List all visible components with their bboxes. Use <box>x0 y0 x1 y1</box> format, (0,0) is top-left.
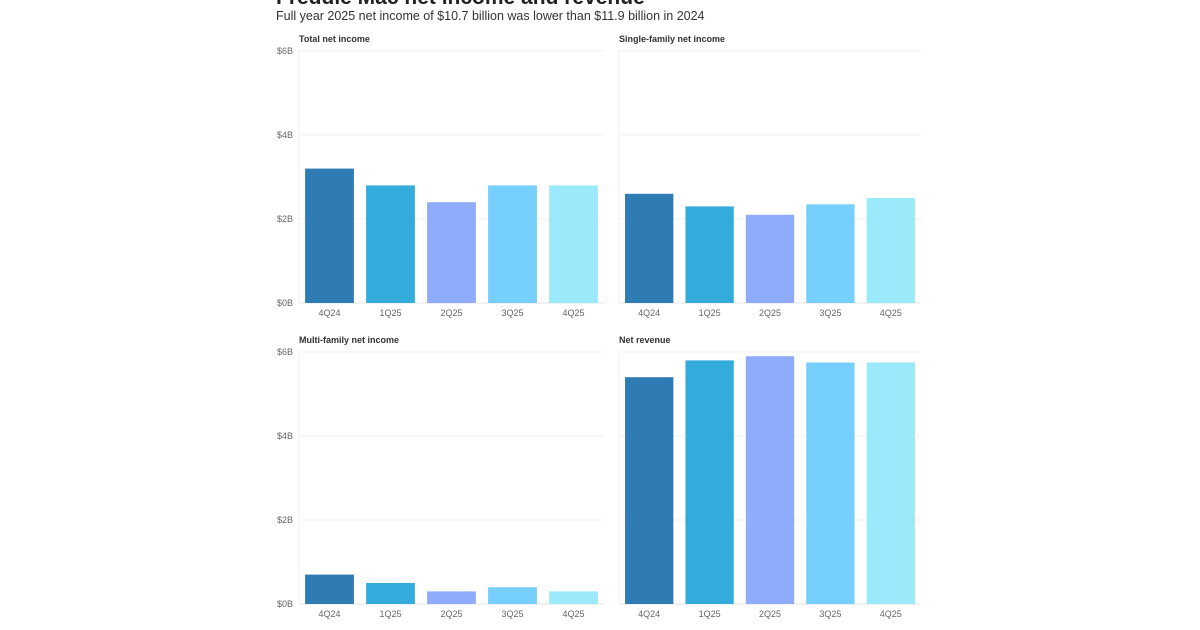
y-tick-label: $2B <box>277 515 293 525</box>
x-tick-label: 3Q25 <box>501 609 523 619</box>
bar-3q25 <box>488 587 537 604</box>
bar-4q25 <box>866 362 915 604</box>
bar-2q25 <box>427 202 476 303</box>
y-tick-label: $0B <box>277 599 293 609</box>
bar-4q25 <box>549 185 598 303</box>
y-tick-label: $0B <box>277 298 293 308</box>
bar-3q25 <box>488 185 537 303</box>
bar-4q24 <box>625 377 674 604</box>
x-tick-label: 3Q25 <box>819 609 841 619</box>
bar-4q24 <box>305 168 354 303</box>
y-tick-label: $4B <box>277 431 293 441</box>
panel-title-multi-family: Multi-family net income <box>299 335 400 345</box>
x-tick-label: 2Q25 <box>759 308 781 318</box>
x-tick-label: 4Q25 <box>562 308 584 318</box>
x-tick-label: 4Q25 <box>562 609 584 619</box>
bar-2q25 <box>745 356 795 604</box>
bar-2q25 <box>427 591 476 604</box>
bar-4q25 <box>866 198 915 303</box>
bar-1q25 <box>685 360 734 604</box>
x-tick-label: 4Q24 <box>318 308 340 318</box>
y-tick-label: $6B <box>277 46 293 56</box>
x-tick-label: 2Q25 <box>440 609 462 619</box>
x-tick-label: 1Q25 <box>379 308 401 318</box>
bar-4q25 <box>549 591 598 604</box>
x-tick-label: 4Q24 <box>318 609 340 619</box>
bar-1q25 <box>366 185 415 303</box>
y-tick-label: $2B <box>277 214 293 224</box>
x-tick-label: 3Q25 <box>819 308 841 318</box>
x-tick-label: 3Q25 <box>501 308 523 318</box>
x-tick-label: 4Q25 <box>880 308 902 318</box>
panel-title-net-revenue: Net revenue <box>619 335 671 345</box>
bar-4q24 <box>625 193 674 303</box>
x-tick-label: 4Q24 <box>638 308 660 318</box>
y-tick-label: $4B <box>277 130 293 140</box>
bar-1q25 <box>366 583 415 604</box>
bar-1q25 <box>685 206 734 303</box>
panel-title-single-family: Single-family net income <box>619 34 726 44</box>
x-tick-label: 2Q25 <box>759 609 781 619</box>
bar-3q25 <box>806 204 855 303</box>
panel-title-total-net-income: Total net income <box>299 34 370 44</box>
bar-3q25 <box>806 362 855 604</box>
x-tick-label: 1Q25 <box>379 609 401 619</box>
bar-4q24 <box>305 574 354 604</box>
x-tick-label: 4Q24 <box>638 609 660 619</box>
chart-title: Freddie Mac net income and revenue <box>276 0 645 10</box>
y-tick-label: $6B <box>277 347 293 357</box>
bar-2q25 <box>745 214 795 303</box>
x-tick-label: 2Q25 <box>440 308 462 318</box>
x-tick-label: 1Q25 <box>699 308 721 318</box>
x-tick-label: 4Q25 <box>880 609 902 619</box>
x-tick-label: 1Q25 <box>699 609 721 619</box>
chart-subtitle: Full year 2025 net income of $10.7 billi… <box>276 9 705 23</box>
